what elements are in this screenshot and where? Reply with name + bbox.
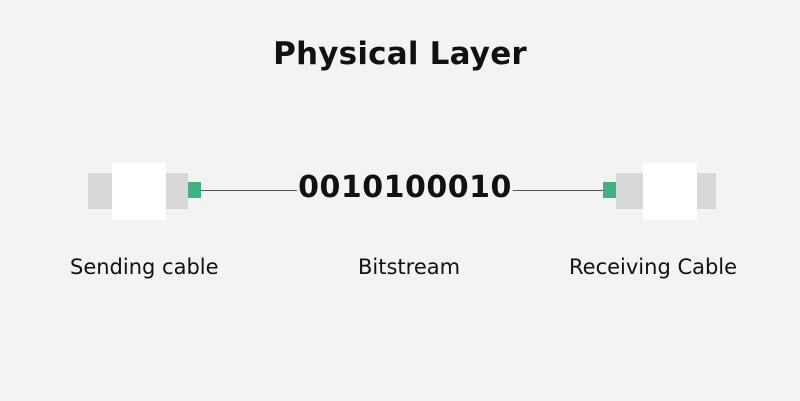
- receiving-cable-front-cap: [616, 173, 643, 209]
- receiving-cable-back-cap: [697, 173, 716, 209]
- bitstream-label: Bitstream: [358, 255, 461, 279]
- receiving-wire: [513, 190, 603, 191]
- bitstream-value: 0010100010: [298, 170, 512, 205]
- sending-cable-front-cap: [166, 173, 188, 209]
- diagram-title: Physical Layer: [273, 36, 527, 72]
- sending-wire: [201, 190, 297, 191]
- sending-cable-back-cap: [88, 173, 112, 209]
- sending-cable-tip: [188, 182, 201, 198]
- receiving-cable-label: Receiving Cable: [569, 255, 738, 279]
- receiving-cable-body: [643, 163, 697, 220]
- sending-cable-label: Sending cable: [70, 255, 219, 279]
- receiving-cable-tip: [603, 182, 616, 198]
- sending-cable-body: [112, 163, 166, 220]
